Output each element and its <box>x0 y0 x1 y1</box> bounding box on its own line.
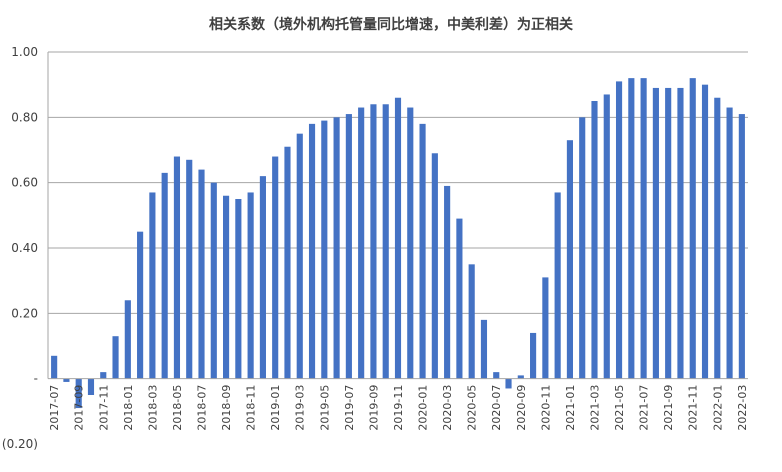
x-tick-label: 2017-09 <box>73 385 86 431</box>
bar <box>358 107 365 379</box>
bar <box>726 107 733 379</box>
x-tick-label: 2017-11 <box>97 385 110 431</box>
bar <box>603 94 610 379</box>
bar <box>714 97 721 379</box>
x-tick-label: 2019-01 <box>269 385 282 431</box>
bar <box>345 114 352 379</box>
bar <box>677 87 684 379</box>
bar <box>186 159 193 379</box>
y-tick-label: 1.00 <box>11 45 38 59</box>
bar <box>738 114 745 379</box>
x-tick-label: 2020-03 <box>441 385 454 431</box>
bar <box>628 78 635 379</box>
x-tick-label: 2021-09 <box>662 385 675 431</box>
bar <box>431 153 438 379</box>
x-tick-label: 2020-11 <box>539 385 552 431</box>
bar <box>665 87 672 379</box>
bar <box>554 192 561 379</box>
bar <box>615 81 623 379</box>
x-tick-label: 2022-01 <box>711 385 724 431</box>
x-tick-label: 2021-11 <box>687 385 700 431</box>
bar <box>652 87 659 379</box>
x-tick-label: 2021-03 <box>588 385 601 431</box>
bar <box>75 378 82 409</box>
bar <box>161 172 168 379</box>
bar <box>259 176 266 379</box>
bar <box>235 199 242 379</box>
bar <box>444 185 451 379</box>
bar <box>308 123 316 379</box>
x-tick-label: 2020-01 <box>417 385 430 431</box>
y-tick-label: (0.20) <box>2 437 38 451</box>
bar <box>173 156 181 379</box>
x-tick-label: 2022-03 <box>736 385 749 431</box>
y-tick-label: 0.60 <box>11 176 38 190</box>
bar <box>689 78 696 379</box>
x-tick-label: 2021-01 <box>564 385 577 431</box>
bar <box>100 372 107 379</box>
bar <box>124 300 131 379</box>
x-tick-label: 2020-05 <box>466 385 479 431</box>
y-tick-label: - <box>34 372 38 386</box>
bar <box>505 378 512 389</box>
bar <box>530 332 537 379</box>
x-tick-label: 2021-05 <box>613 385 626 431</box>
y-tick-label: 0.80 <box>11 110 38 124</box>
x-tick-label: 2019-11 <box>392 385 405 431</box>
bar <box>517 375 524 379</box>
x-tick-label: 2017-07 <box>48 385 61 431</box>
bar <box>640 78 647 379</box>
bar <box>321 120 328 379</box>
y-tick-label: 0.40 <box>11 241 38 255</box>
x-tick-label: 2020-07 <box>490 385 503 431</box>
bar <box>284 146 291 379</box>
bar <box>701 84 709 379</box>
bar <box>493 372 500 379</box>
bar <box>296 133 303 379</box>
bar <box>382 104 389 379</box>
x-tick-label: 2019-03 <box>294 385 307 431</box>
bar <box>333 117 340 379</box>
bar <box>149 192 156 379</box>
x-tick-label: 2018-11 <box>245 385 258 431</box>
bar <box>272 156 279 379</box>
bar <box>591 101 598 379</box>
x-tick-label: 2019-05 <box>318 385 331 431</box>
bar <box>112 336 119 379</box>
bar <box>198 169 205 379</box>
bar <box>63 378 70 382</box>
bar <box>419 123 426 379</box>
bar <box>566 140 573 379</box>
bar <box>394 97 402 379</box>
x-tick-label: 2019-07 <box>343 385 356 431</box>
x-tick-label: 2019-09 <box>367 385 380 431</box>
bar <box>579 117 586 379</box>
bar <box>480 319 488 379</box>
bar <box>137 231 144 379</box>
x-tick-label: 2018-05 <box>171 385 184 431</box>
x-tick-label: 2020-09 <box>515 385 528 431</box>
bar <box>407 107 414 379</box>
x-tick-label: 2018-07 <box>196 385 209 431</box>
x-tick-label: 2018-01 <box>122 385 135 431</box>
bar <box>87 378 95 395</box>
bar <box>247 192 254 379</box>
bar <box>223 195 230 379</box>
bar <box>542 277 549 379</box>
x-tick-label: 2021-07 <box>638 385 651 431</box>
bar <box>370 104 377 379</box>
bar <box>210 182 217 379</box>
y-tick-label: 0.20 <box>11 306 38 320</box>
bar <box>468 264 475 379</box>
bar <box>51 355 58 379</box>
chart-title: 相关系数（境外机构托管量同比增速，中美利差）为正相关 <box>209 17 573 33</box>
x-tick-label: 2018-03 <box>146 385 159 431</box>
x-tick-label: 2018-09 <box>220 385 233 431</box>
bar <box>456 218 463 379</box>
